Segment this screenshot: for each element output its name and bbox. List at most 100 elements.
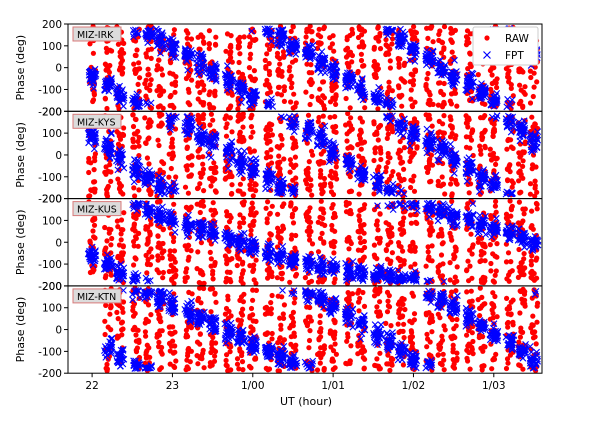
raw-point <box>414 220 420 226</box>
fpt-point <box>400 126 407 133</box>
fpt-point <box>184 66 192 74</box>
raw-point <box>383 169 389 175</box>
raw-point <box>329 175 335 181</box>
raw-point <box>158 92 164 98</box>
raw-point <box>251 266 257 273</box>
raw-point <box>121 125 127 131</box>
fpt-point <box>383 114 391 122</box>
fpt-point <box>450 169 458 177</box>
raw-point <box>247 182 253 188</box>
fpt-point <box>157 49 164 57</box>
fpt-point <box>206 72 214 80</box>
raw-point <box>116 106 122 112</box>
raw-point <box>424 25 430 31</box>
raw-point <box>383 51 389 58</box>
raw-point <box>185 190 191 196</box>
raw-point <box>330 214 336 221</box>
raw-point <box>308 29 314 35</box>
raw-point <box>399 103 405 109</box>
raw-point <box>137 66 143 72</box>
fpt-point <box>428 136 436 144</box>
fpt-point <box>376 176 383 184</box>
fpt-point <box>372 91 380 99</box>
fpt-point <box>447 155 455 162</box>
fpt-point <box>228 154 236 162</box>
fpt-point <box>159 179 166 187</box>
raw-point <box>517 268 523 275</box>
raw-point <box>478 147 484 153</box>
raw-point <box>251 37 257 44</box>
fpt-point <box>182 224 190 232</box>
y-tick-label: -200 <box>38 194 62 206</box>
fpt-point <box>263 30 271 37</box>
raw-point <box>102 224 108 231</box>
raw-point <box>131 243 137 249</box>
raw-point <box>133 215 139 221</box>
raw-point <box>223 133 230 139</box>
raw-point <box>400 219 406 225</box>
fpt-point <box>250 164 258 172</box>
fpt-point <box>227 233 234 241</box>
raw-point <box>409 30 415 36</box>
fpt-point <box>228 149 236 157</box>
fpt-point <box>172 54 180 61</box>
raw-point <box>289 214 295 220</box>
raw-point <box>171 104 177 111</box>
raw-point <box>200 166 206 172</box>
fpt-point <box>529 146 537 154</box>
raw-point <box>148 55 154 62</box>
raw-point <box>116 133 122 139</box>
raw-point <box>304 29 310 35</box>
raw-point <box>115 141 122 147</box>
fpt-point <box>449 81 457 89</box>
raw-point <box>411 188 418 194</box>
fpt-point <box>292 43 300 51</box>
fpt-point <box>354 170 361 178</box>
fpt-point <box>326 64 334 72</box>
fpt-point <box>142 98 150 106</box>
fpt-point <box>229 76 236 84</box>
fpt-point <box>442 147 449 155</box>
raw-point <box>106 230 112 236</box>
raw-point <box>247 41 253 47</box>
raw-point <box>447 230 453 236</box>
fpt-point <box>345 154 353 162</box>
fpt-point <box>104 137 111 145</box>
raw-point <box>316 274 322 280</box>
fpt-point <box>468 95 476 103</box>
fpt-point <box>438 66 445 74</box>
raw-point <box>321 240 327 246</box>
raw-point <box>481 241 487 247</box>
raw-point <box>410 82 416 88</box>
raw-point <box>132 67 138 73</box>
fpt-point <box>196 123 203 131</box>
raw-point <box>478 248 484 254</box>
raw-point <box>235 36 241 43</box>
raw-point <box>411 211 417 217</box>
raw-point <box>316 114 322 121</box>
raw-point <box>349 59 355 65</box>
raw-point <box>377 235 383 241</box>
raw-point <box>504 276 510 282</box>
raw-point <box>144 85 150 91</box>
raw-point <box>201 87 207 93</box>
raw-point <box>195 80 201 86</box>
fpt-point <box>89 254 97 262</box>
fpt-point <box>289 189 297 197</box>
fpt-point <box>153 216 161 224</box>
raw-point <box>207 175 213 182</box>
raw-point <box>489 65 495 72</box>
fpt-point <box>505 122 513 130</box>
raw-point <box>307 101 313 108</box>
raw-point <box>307 24 313 29</box>
raw-point <box>321 148 327 154</box>
raw-point <box>358 51 364 57</box>
raw-point <box>206 41 212 47</box>
raw-point <box>248 134 254 140</box>
fpt-point <box>348 76 355 84</box>
fpt-point <box>517 129 525 137</box>
fpt-point <box>507 102 514 109</box>
raw-point <box>361 43 367 49</box>
raw-point <box>198 32 204 38</box>
raw-point <box>154 67 160 73</box>
